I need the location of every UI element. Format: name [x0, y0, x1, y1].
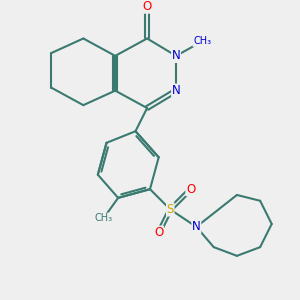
- Text: O: O: [186, 183, 195, 196]
- Text: N: N: [172, 50, 181, 62]
- Text: N: N: [172, 84, 181, 97]
- Text: O: O: [142, 0, 152, 13]
- Text: CH₃: CH₃: [94, 213, 113, 223]
- Text: CH₃: CH₃: [193, 36, 211, 46]
- Text: S: S: [167, 203, 174, 216]
- Text: O: O: [154, 226, 163, 239]
- Text: N: N: [192, 220, 201, 233]
